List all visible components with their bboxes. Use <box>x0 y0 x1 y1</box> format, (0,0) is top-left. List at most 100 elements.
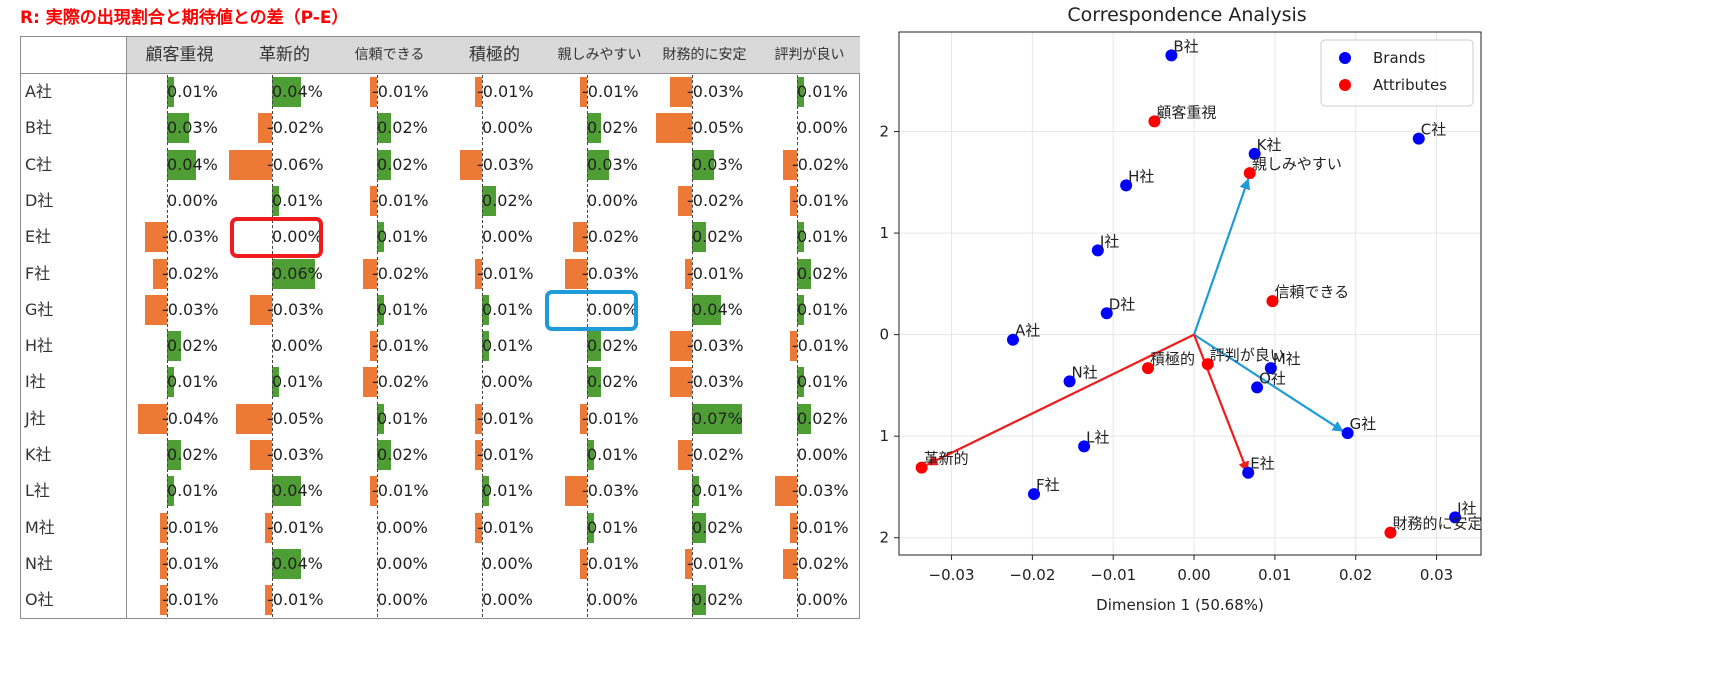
brand-point <box>1248 147 1261 160</box>
cell-value: 0.01% <box>797 372 848 392</box>
row-label: F社 <box>25 263 51 283</box>
cell-value: 0.02% <box>797 408 848 428</box>
attribute-point-label: 親しみやすい <box>1252 155 1342 173</box>
cell-value: 0.00% <box>797 118 848 138</box>
positive-bar <box>167 331 182 362</box>
zero-axis-line <box>167 111 168 146</box>
x-tick-label: 0.03 <box>1420 566 1453 584</box>
table-cell: 0.00% <box>337 510 442 546</box>
zero-axis-line <box>482 546 483 581</box>
table-cell: -0.02% <box>652 183 757 219</box>
cell-value: -0.03% <box>582 263 639 283</box>
table-cell: 0.01% <box>337 219 442 255</box>
table-cell: -0.01% <box>127 582 232 618</box>
y-tick-label: −0.02 <box>880 529 889 547</box>
positive-bar <box>167 149 196 180</box>
table-cell: 0.04% <box>232 546 337 582</box>
zero-axis-line <box>482 256 483 291</box>
positive-bar <box>797 258 812 289</box>
x-axis-label: Dimension 1 (50.68%) <box>1096 596 1264 614</box>
positive-bar <box>797 77 805 107</box>
cell-value: 0.01% <box>377 227 428 247</box>
cell-value: 0.00% <box>482 553 533 573</box>
zero-axis-line <box>167 256 168 291</box>
table-cell: -0.01% <box>337 183 442 219</box>
cell-value: 0.01% <box>167 82 218 101</box>
table-cell: -0.01% <box>757 510 862 546</box>
cell-value: 0.02% <box>587 372 638 392</box>
zero-axis-line <box>797 438 798 472</box>
zero-axis-line <box>692 256 693 291</box>
negative-bar <box>236 403 272 434</box>
zero-axis-line <box>167 75 168 109</box>
cell-value: 0.00% <box>482 372 533 392</box>
zero-axis-line <box>587 183 588 218</box>
row-label: K社 <box>25 445 52 464</box>
zero-axis-line <box>377 256 378 291</box>
table-cell: -0.02% <box>337 256 442 292</box>
table-cell: 0.00% <box>547 292 652 328</box>
zero-axis-line <box>797 546 798 581</box>
positive-bar <box>272 77 301 107</box>
brand-point <box>1078 440 1091 453</box>
vector-arrow <box>1193 334 1249 473</box>
negative-bar <box>677 185 692 216</box>
cell-value: -0.02% <box>162 263 219 283</box>
positive-bar <box>377 294 385 325</box>
cell-value: -0.01% <box>162 590 219 610</box>
cell-value: -0.03% <box>582 481 639 501</box>
positive-bar <box>797 222 805 253</box>
legend-label: Attributes <box>1373 76 1447 94</box>
cell-value: -0.03% <box>687 372 744 392</box>
zero-axis-line <box>272 546 273 581</box>
table-cell: 0.02% <box>652 219 757 255</box>
cell-value: 0.02% <box>167 336 218 356</box>
brand-point-label: D社 <box>1109 295 1136 313</box>
cell-value: -0.02% <box>582 227 639 247</box>
negative-bar <box>369 185 377 216</box>
positive-bar <box>167 476 175 507</box>
zero-axis-line <box>482 365 483 400</box>
brand-point <box>1242 466 1255 479</box>
cell-value: 0.03% <box>692 154 743 174</box>
cell-value: -0.01% <box>477 408 534 428</box>
positive-bar <box>272 548 301 579</box>
table-cell: -0.01% <box>337 328 442 364</box>
cell-value: -0.02% <box>267 118 324 138</box>
table-cell: -0.01% <box>757 183 862 219</box>
zero-axis-line <box>272 583 273 618</box>
zero-axis-line <box>272 365 273 400</box>
table-cell: -0.02% <box>757 147 862 183</box>
brand-point-label: I社 <box>1457 499 1476 517</box>
attribute-point-label: 評判が良い <box>1210 346 1285 364</box>
zero-axis-line <box>797 292 798 327</box>
column-header: 積極的 <box>469 45 520 65</box>
table-cell: 0.01% <box>442 473 547 509</box>
table-cell: -0.01% <box>652 256 757 292</box>
zero-axis-line <box>797 401 798 436</box>
cell-value: 0.04% <box>167 154 218 174</box>
cell-value: 0.02% <box>377 154 428 174</box>
zero-axis-line <box>587 438 588 472</box>
brand-point <box>1251 381 1264 394</box>
zero-axis-line <box>692 292 693 327</box>
table-cell: -0.03% <box>232 437 337 473</box>
negative-bar <box>474 403 482 434</box>
table-cell: -0.02% <box>337 364 442 400</box>
table-cell: 0.01% <box>547 510 652 546</box>
positive-bar <box>587 331 602 362</box>
zero-axis-line <box>797 111 798 146</box>
cell-value: 0.01% <box>377 408 428 428</box>
residual-table-title: R: 実際の出現割合と期待値との差（P-E） <box>20 8 349 28</box>
zero-axis-line <box>482 438 483 472</box>
cell-value: -0.02% <box>372 263 429 283</box>
brand-point-label: E社 <box>1250 455 1274 473</box>
negative-bar <box>670 367 692 398</box>
negative-bar <box>369 476 377 507</box>
vector-arrow <box>1193 333 1344 433</box>
correspondence-analysis-chart: −0.03 −0.02 −0.01 0.00 0.01 0.02 0.03 −0.02 −0.0… <box>880 4 1482 614</box>
table-cell: 0.00% <box>757 437 862 473</box>
negative-bar <box>264 512 272 543</box>
brand-point-label: A社 <box>1015 322 1040 340</box>
attribute-point-label: 革新的 <box>924 450 969 468</box>
